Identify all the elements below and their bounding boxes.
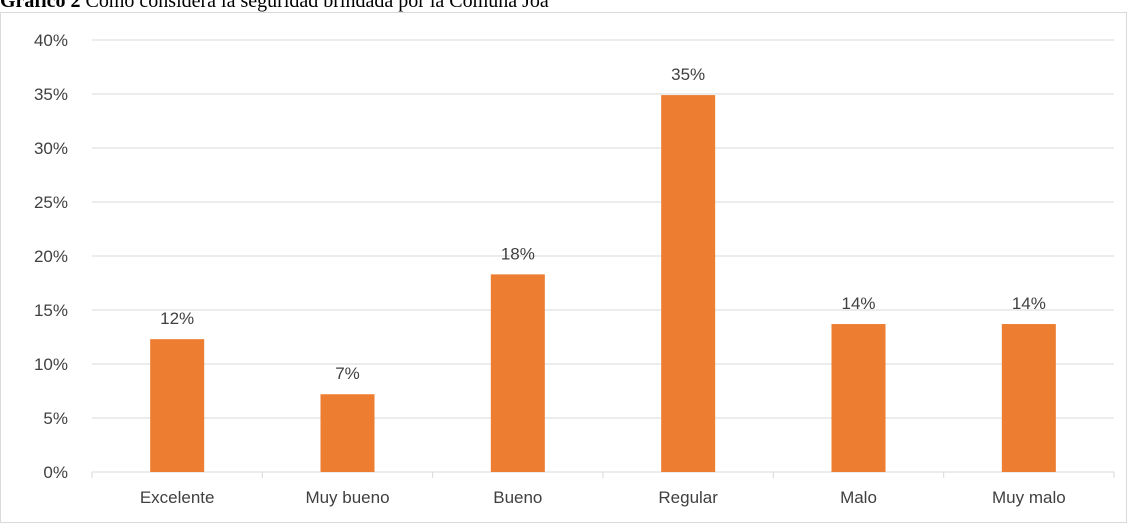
y-tick-label: 20% <box>34 247 68 266</box>
caption-text: Cómo considera la seguridad brindada por… <box>80 0 549 12</box>
gridlines <box>91 39 1115 478</box>
x-tick-label: Excelente <box>140 488 215 507</box>
data-labels: 12% 7% 18% 35% 14% 14% <box>160 65 1046 383</box>
y-tick-label: 35% <box>34 85 68 104</box>
y-tick-label: 15% <box>34 301 68 320</box>
bar <box>661 95 716 472</box>
y-tick-label: 25% <box>34 193 68 212</box>
data-label: 18% <box>501 244 535 263</box>
bars <box>150 95 1056 472</box>
bar <box>831 324 886 472</box>
y-tick-label: 40% <box>34 31 68 50</box>
data-label: 35% <box>671 65 705 84</box>
x-tick-label: Bueno <box>493 488 542 507</box>
y-axis-ticks: 0% 5% 10% 15% 20% 25% 30% 35% 40% <box>34 31 68 482</box>
data-label: 7% <box>335 364 360 383</box>
bar <box>150 339 205 472</box>
data-label: 14% <box>1012 294 1046 313</box>
data-label: 12% <box>160 309 194 328</box>
data-label: 14% <box>841 294 875 313</box>
figure-caption: Gráfico 2 Cómo considera la seguridad br… <box>0 0 549 11</box>
y-tick-label: 0% <box>43 463 68 482</box>
x-tick-label: Muy malo <box>992 488 1066 507</box>
y-tick-label: 5% <box>43 409 68 428</box>
caption-prefix: Gráfico 2 <box>0 0 81 12</box>
x-tick-label: Regular <box>658 488 718 507</box>
x-axis-ticks: Excelente Muy bueno Bueno Regular Malo Muy ma… <box>140 488 1066 507</box>
x-tick-label: Muy bueno <box>305 488 389 507</box>
bar <box>1001 324 1056 472</box>
y-tick-label: 10% <box>34 355 68 374</box>
bar <box>490 274 545 472</box>
x-tick-label: Malo <box>840 488 877 507</box>
bar <box>320 394 375 472</box>
y-tick-label: 30% <box>34 139 68 158</box>
